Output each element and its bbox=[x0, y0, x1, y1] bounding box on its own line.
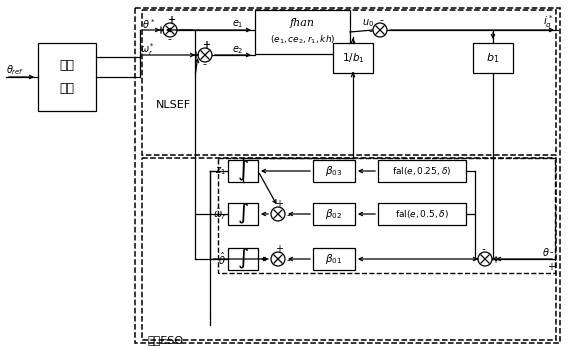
Text: $\hat{\theta}$: $\hat{\theta}$ bbox=[218, 251, 226, 267]
Bar bbox=[313, 248, 355, 270]
Text: $\mathrm{fal}(e,0.25,\delta)$: $\mathrm{fal}(e,0.25,\delta)$ bbox=[392, 165, 451, 177]
Text: +: + bbox=[491, 255, 499, 265]
Text: +: + bbox=[275, 199, 283, 209]
Text: +: + bbox=[202, 40, 210, 50]
Text: +: + bbox=[167, 15, 175, 25]
Bar bbox=[228, 160, 258, 182]
Text: $\int$: $\int$ bbox=[237, 247, 249, 271]
Text: +: + bbox=[547, 262, 555, 272]
Bar bbox=[142, 10, 556, 155]
Text: $z_1$: $z_1$ bbox=[215, 165, 226, 177]
Text: -: - bbox=[379, 15, 383, 25]
Circle shape bbox=[478, 252, 492, 266]
Text: $\int$: $\int$ bbox=[237, 159, 249, 183]
Bar bbox=[378, 160, 466, 182]
Text: $b_1$: $b_1$ bbox=[486, 51, 500, 65]
Text: $1/b_1$: $1/b_1$ bbox=[341, 51, 364, 65]
Text: +: + bbox=[191, 51, 199, 61]
Text: 位移: 位移 bbox=[59, 59, 75, 72]
Text: $\mathrm{fal}(e,0.5,\delta)$: $\mathrm{fal}(e,0.5,\delta)$ bbox=[395, 208, 449, 220]
Bar bbox=[333, 43, 373, 73]
Bar bbox=[255, 10, 350, 54]
Text: fhan: fhan bbox=[290, 18, 315, 28]
Circle shape bbox=[271, 207, 285, 221]
Text: -: - bbox=[202, 59, 206, 69]
Text: $\int$: $\int$ bbox=[237, 202, 249, 226]
Text: $\beta_{03}$: $\beta_{03}$ bbox=[325, 164, 343, 178]
Text: $\beta_{02}$: $\beta_{02}$ bbox=[325, 207, 343, 221]
Text: -: - bbox=[167, 34, 171, 44]
Text: $e_1$: $e_1$ bbox=[232, 18, 244, 30]
Text: NLSEF: NLSEF bbox=[156, 100, 191, 110]
Text: -: - bbox=[286, 255, 290, 265]
Text: -: - bbox=[368, 26, 372, 36]
Bar bbox=[473, 43, 513, 73]
Text: $\omega_r^*$: $\omega_r^*$ bbox=[140, 42, 155, 58]
Text: $u_0$: $u_0$ bbox=[362, 17, 374, 29]
Bar bbox=[228, 248, 258, 270]
Text: -: - bbox=[286, 210, 290, 220]
Circle shape bbox=[271, 252, 285, 266]
Text: 规划: 规划 bbox=[59, 82, 75, 95]
Circle shape bbox=[198, 48, 212, 62]
Bar bbox=[378, 203, 466, 225]
Bar bbox=[135, 8, 560, 343]
Text: -: - bbox=[481, 244, 485, 254]
Circle shape bbox=[163, 23, 177, 37]
Bar bbox=[142, 158, 556, 340]
Bar bbox=[38, 43, 96, 111]
Text: +: + bbox=[202, 40, 210, 50]
Bar bbox=[228, 203, 258, 225]
Text: $\theta_{ref}$: $\theta_{ref}$ bbox=[6, 63, 24, 77]
Text: +: + bbox=[167, 15, 175, 25]
Text: $i_q^*$: $i_q^*$ bbox=[543, 13, 553, 31]
Text: +: + bbox=[156, 26, 164, 36]
Text: -: - bbox=[549, 247, 553, 257]
Bar bbox=[313, 203, 355, 225]
Text: +: + bbox=[275, 244, 283, 254]
Bar bbox=[313, 160, 355, 182]
Text: $(e_1,ce_2,r_1,kh)$: $(e_1,ce_2,r_1,kh)$ bbox=[270, 34, 335, 46]
Bar bbox=[218, 158, 555, 273]
Text: 位置ESO: 位置ESO bbox=[148, 335, 184, 345]
Text: +: + bbox=[156, 25, 164, 35]
Text: $\beta_{01}$: $\beta_{01}$ bbox=[325, 252, 343, 266]
Circle shape bbox=[373, 23, 387, 37]
Text: +: + bbox=[191, 50, 199, 60]
Text: $\hat{\omega}_r$: $\hat{\omega}_r$ bbox=[213, 206, 226, 222]
Text: $\theta$: $\theta$ bbox=[542, 246, 550, 258]
Text: $e_2$: $e_2$ bbox=[232, 44, 244, 56]
Text: $\theta^*$: $\theta^*$ bbox=[142, 17, 155, 31]
